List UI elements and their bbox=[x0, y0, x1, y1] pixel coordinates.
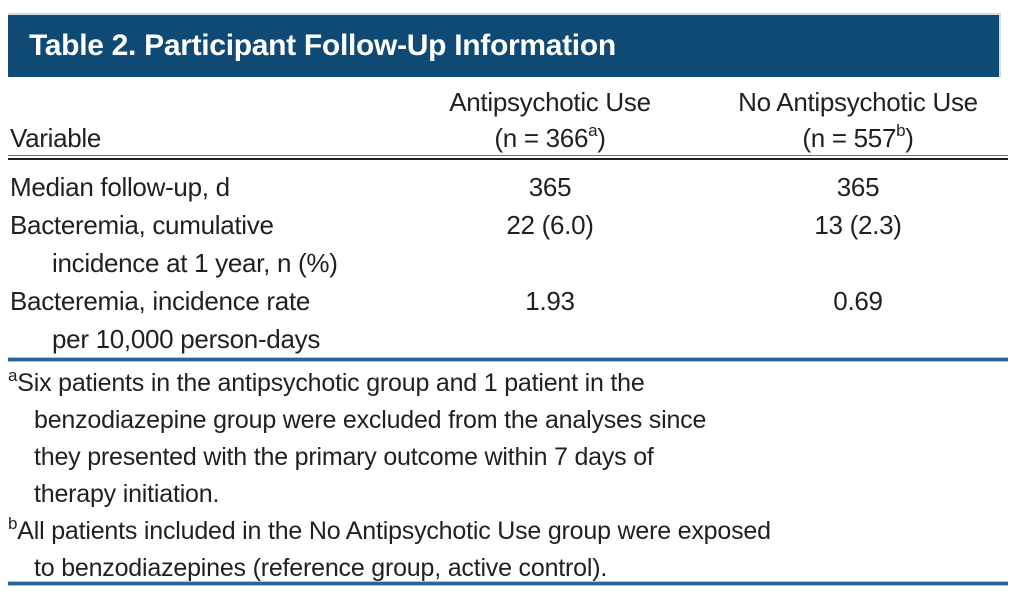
row-label-line1: Bacteremia, incidence rate bbox=[10, 286, 311, 316]
table-row: Bacteremia, cumulative incidence at 1 ye… bbox=[8, 206, 1008, 282]
column-header-antipsychotic-n: (n = 366a) bbox=[392, 120, 708, 156]
body-footnote-divider-rule bbox=[8, 357, 1008, 362]
cell-value: 1.93 bbox=[525, 286, 575, 316]
footnote-b-marker: b bbox=[8, 513, 18, 533]
column-header-antipsychotic: Antipsychotic Use (n = 366a) bbox=[392, 84, 708, 156]
column-header-no-antipsychotic-n: (n = 557b) bbox=[708, 120, 1008, 156]
column-header-no-antipsychotic-line1: No Antipsychotic Use bbox=[738, 87, 978, 117]
n-count-text: (n = 557 bbox=[802, 123, 897, 153]
table-title: Table 2. Participant Follow-Up Informati… bbox=[29, 29, 616, 62]
header-rule bbox=[8, 155, 1008, 160]
n-count-text: (n = 366 bbox=[494, 123, 589, 153]
table-bottom-rule bbox=[8, 581, 1008, 586]
footnote-a-line: they presented with the primary outcome … bbox=[34, 443, 654, 471]
footnote-b-line: bAll patients included in the No Antipsy… bbox=[8, 513, 1012, 550]
row-label: Bacteremia, cumulative incidence at 1 ye… bbox=[8, 206, 392, 282]
table-title-bar: Table 2. Participant Follow-Up Informati… bbox=[8, 13, 1001, 77]
footnote-a-line: benzodiazepine group were excluded from … bbox=[34, 406, 707, 434]
footnote-marker-a: a bbox=[588, 121, 598, 141]
row-label-line1: Bacteremia, cumulative bbox=[10, 210, 274, 240]
column-header-variable: Variable bbox=[10, 123, 102, 153]
cell-value: 22 (6.0) bbox=[506, 210, 594, 240]
table-header-row: Variable Antipsychotic Use (n = 366a) No… bbox=[8, 84, 1008, 156]
row-label-line1: Median follow-up, d bbox=[10, 172, 230, 202]
cell-value: 13 (2.3) bbox=[814, 210, 902, 240]
cell-value: 365 bbox=[528, 172, 572, 202]
row-label: Bacteremia, incidence rate per 10,000 pe… bbox=[8, 282, 392, 358]
footnote-marker-b: b bbox=[896, 121, 906, 141]
row-label-line2: per 10,000 person-days bbox=[52, 324, 321, 354]
row-label: Median follow-up, d bbox=[8, 168, 392, 206]
footnote-text: All patients included in the No Antipsyc… bbox=[17, 517, 771, 545]
cell-value: 365 bbox=[836, 172, 880, 202]
column-header-antipsychotic-line1: Antipsychotic Use bbox=[449, 87, 651, 117]
n-count-close: ) bbox=[905, 123, 914, 153]
footnote-text: Six patients in the antipsychotic group … bbox=[17, 369, 645, 397]
table-row: Median follow-up, d 365 365 bbox=[8, 168, 1008, 206]
column-header-no-antipsychotic: No Antipsychotic Use (n = 557b) bbox=[708, 84, 1008, 156]
row-label-line2: incidence at 1 year, n (%) bbox=[52, 248, 338, 278]
table-row: Bacteremia, incidence rate per 10,000 pe… bbox=[8, 282, 1008, 358]
n-count-close: ) bbox=[597, 123, 606, 153]
cell-value: 0.69 bbox=[833, 286, 883, 316]
footnote-a-line: therapy initiation. bbox=[34, 480, 220, 508]
footnotes: aSix patients in the antipsychotic group… bbox=[8, 365, 1012, 587]
footnote-b-line: to benzodiazepines (reference group, act… bbox=[34, 554, 608, 582]
footnote-a-line: aSix patients in the antipsychotic group… bbox=[8, 365, 1012, 402]
table-body: Median follow-up, d 365 365 Bacteremia, … bbox=[8, 168, 1008, 358]
footnote-a-marker: a bbox=[8, 365, 18, 385]
